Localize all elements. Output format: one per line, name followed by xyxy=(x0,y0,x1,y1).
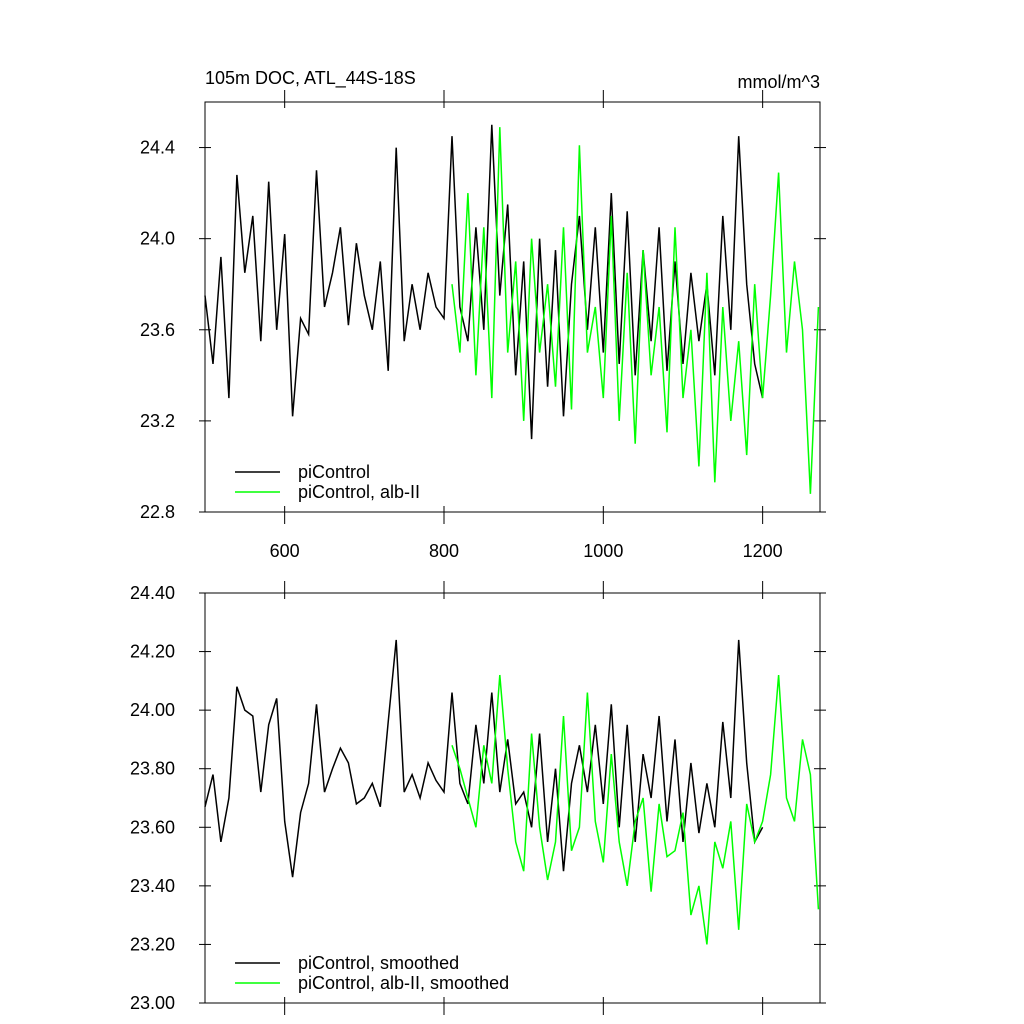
legend-label: piControl xyxy=(298,462,370,482)
legend-label: piControl, alb-II xyxy=(298,482,420,502)
y-tick-label: 23.6 xyxy=(140,320,175,340)
series-line xyxy=(204,124,764,440)
plot-frame xyxy=(204,101,821,513)
y-tick-label: 24.20 xyxy=(130,642,175,662)
series-line xyxy=(204,639,764,878)
y-tick-label: 22.8 xyxy=(140,502,175,522)
y-tick-label: 23.2 xyxy=(140,411,175,431)
x-tick-label: 1000 xyxy=(583,541,623,561)
units-label: mmol/m^3 xyxy=(738,72,820,92)
y-tick-label: 23.40 xyxy=(130,876,175,896)
y-tick-label: 23.80 xyxy=(130,759,175,779)
y-tick-label: 23.20 xyxy=(130,934,175,954)
y-tick-label: 23.00 xyxy=(130,993,175,1013)
x-tick-label: 600 xyxy=(270,541,300,561)
x-tick-label: 1200 xyxy=(743,541,783,561)
chart-title: 105m DOC, ATL_44S-18S xyxy=(205,68,416,89)
legend-label: piControl, alb-II, smoothed xyxy=(298,973,509,993)
plot-frame xyxy=(204,592,821,1004)
y-tick-label: 24.00 xyxy=(130,700,175,720)
series-line xyxy=(451,674,820,945)
y-tick-label: 24.0 xyxy=(140,229,175,249)
series-line xyxy=(451,127,820,494)
x-tick-label: 800 xyxy=(429,541,459,561)
y-tick-label: 24.40 xyxy=(130,583,175,603)
y-tick-label: 24.4 xyxy=(140,138,175,158)
legend-label: piControl, smoothed xyxy=(298,953,459,973)
y-tick-label: 23.60 xyxy=(130,817,175,837)
